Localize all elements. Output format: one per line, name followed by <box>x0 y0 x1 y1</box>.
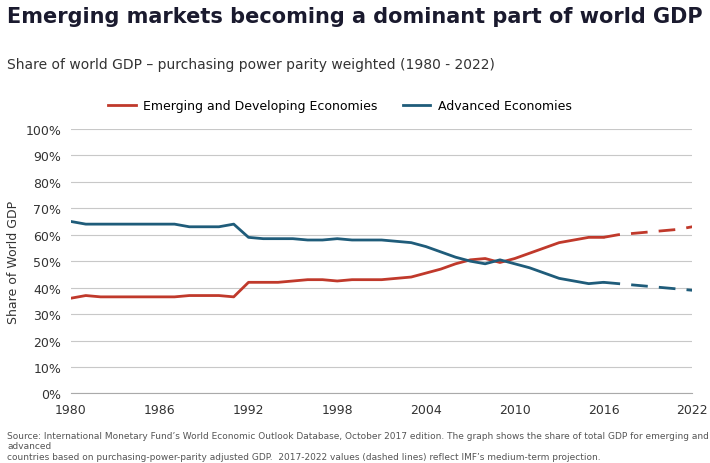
Legend: Emerging and Developing Economies, Advanced Economies: Emerging and Developing Economies, Advan… <box>109 100 572 113</box>
Y-axis label: Share of World GDP: Share of World GDP <box>7 200 20 323</box>
Text: Share of world GDP – purchasing power parity weighted (1980 - 2022): Share of world GDP – purchasing power pa… <box>7 58 495 72</box>
Text: Source: International Monetary Fund’s World Economic Outlook Database, October 2: Source: International Monetary Fund’s Wo… <box>7 431 709 461</box>
Text: Emerging markets becoming a dominant part of world GDP: Emerging markets becoming a dominant par… <box>7 7 703 27</box>
